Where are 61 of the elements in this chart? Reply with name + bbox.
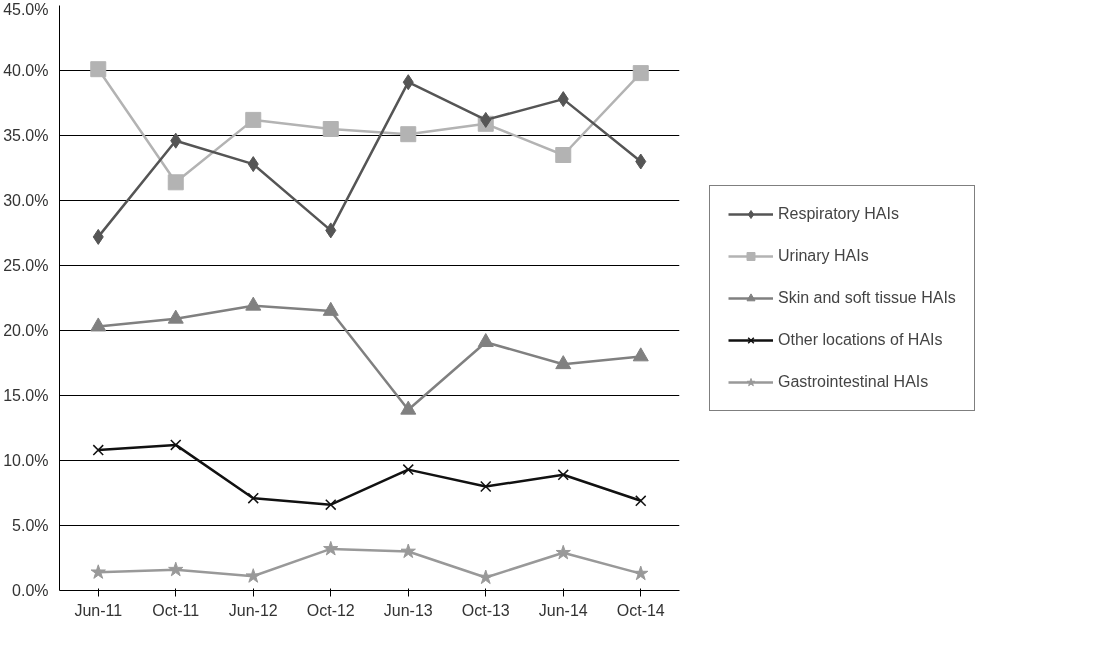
point [245, 111, 262, 128]
point [170, 439, 182, 451]
x-tick-label: Jun-14 [538, 601, 588, 619]
point [325, 499, 337, 511]
x-tick-label: Jun-13 [383, 601, 433, 619]
point [90, 564, 106, 579]
point [632, 65, 649, 82]
point [92, 228, 104, 245]
legend-label: Gastrointestinal HAIs [778, 372, 929, 391]
point [477, 333, 494, 348]
point [400, 126, 417, 143]
y-tick-label: 25.0% [3, 257, 49, 274]
x-tick-label: Jun-11 [74, 601, 123, 619]
x-tick-label: Jun-12 [228, 601, 278, 619]
point [480, 480, 492, 493]
x-tick-label: Oct-11 [152, 601, 200, 619]
point [402, 463, 414, 476]
point [400, 543, 416, 559]
point [245, 296, 262, 311]
point [400, 400, 417, 415]
point [90, 317, 107, 332]
point [632, 347, 649, 362]
point [322, 121, 339, 137]
y-tick-label: 10.0% [3, 452, 49, 469]
point [557, 469, 569, 481]
point [170, 132, 182, 149]
point [480, 111, 492, 128]
y-tick-label: 45.0% [3, 0, 49, 18]
point [325, 222, 337, 239]
x-tick-label: Oct-13 [461, 601, 510, 619]
point [247, 156, 259, 173]
legend-label: Respiratory HAIs [778, 204, 899, 223]
y-tick-label: 35.0% [3, 127, 49, 144]
y-tick-label: 5.0% [12, 517, 49, 534]
y-tick-label: 40.0% [3, 62, 49, 79]
point [402, 74, 414, 91]
point [247, 492, 259, 504]
point [478, 569, 494, 585]
y-tick-label: 30.0% [3, 192, 49, 209]
point [168, 561, 184, 577]
point [555, 544, 571, 560]
point [167, 309, 184, 324]
y-tick-label: 15.0% [3, 387, 49, 404]
legend-label: Urinary HAIs [778, 246, 869, 265]
point [323, 540, 339, 556]
point [635, 495, 647, 507]
legend-label: Skin and soft tissue HAIs [778, 288, 956, 307]
legend-label: Other locations of HAIs [778, 330, 943, 349]
y-tick-label: 20.0% [3, 322, 49, 339]
point [555, 147, 572, 163]
point [557, 91, 569, 108]
point [635, 153, 647, 170]
point [92, 444, 104, 456]
x-tick-label: Oct-12 [306, 601, 355, 619]
point [167, 174, 184, 191]
point [245, 568, 261, 583]
point [90, 61, 107, 78]
point [555, 355, 572, 370]
point [633, 565, 649, 581]
y-tick-label: 0.0% [12, 582, 49, 599]
x-tick-label: Oct-14 [616, 601, 665, 619]
